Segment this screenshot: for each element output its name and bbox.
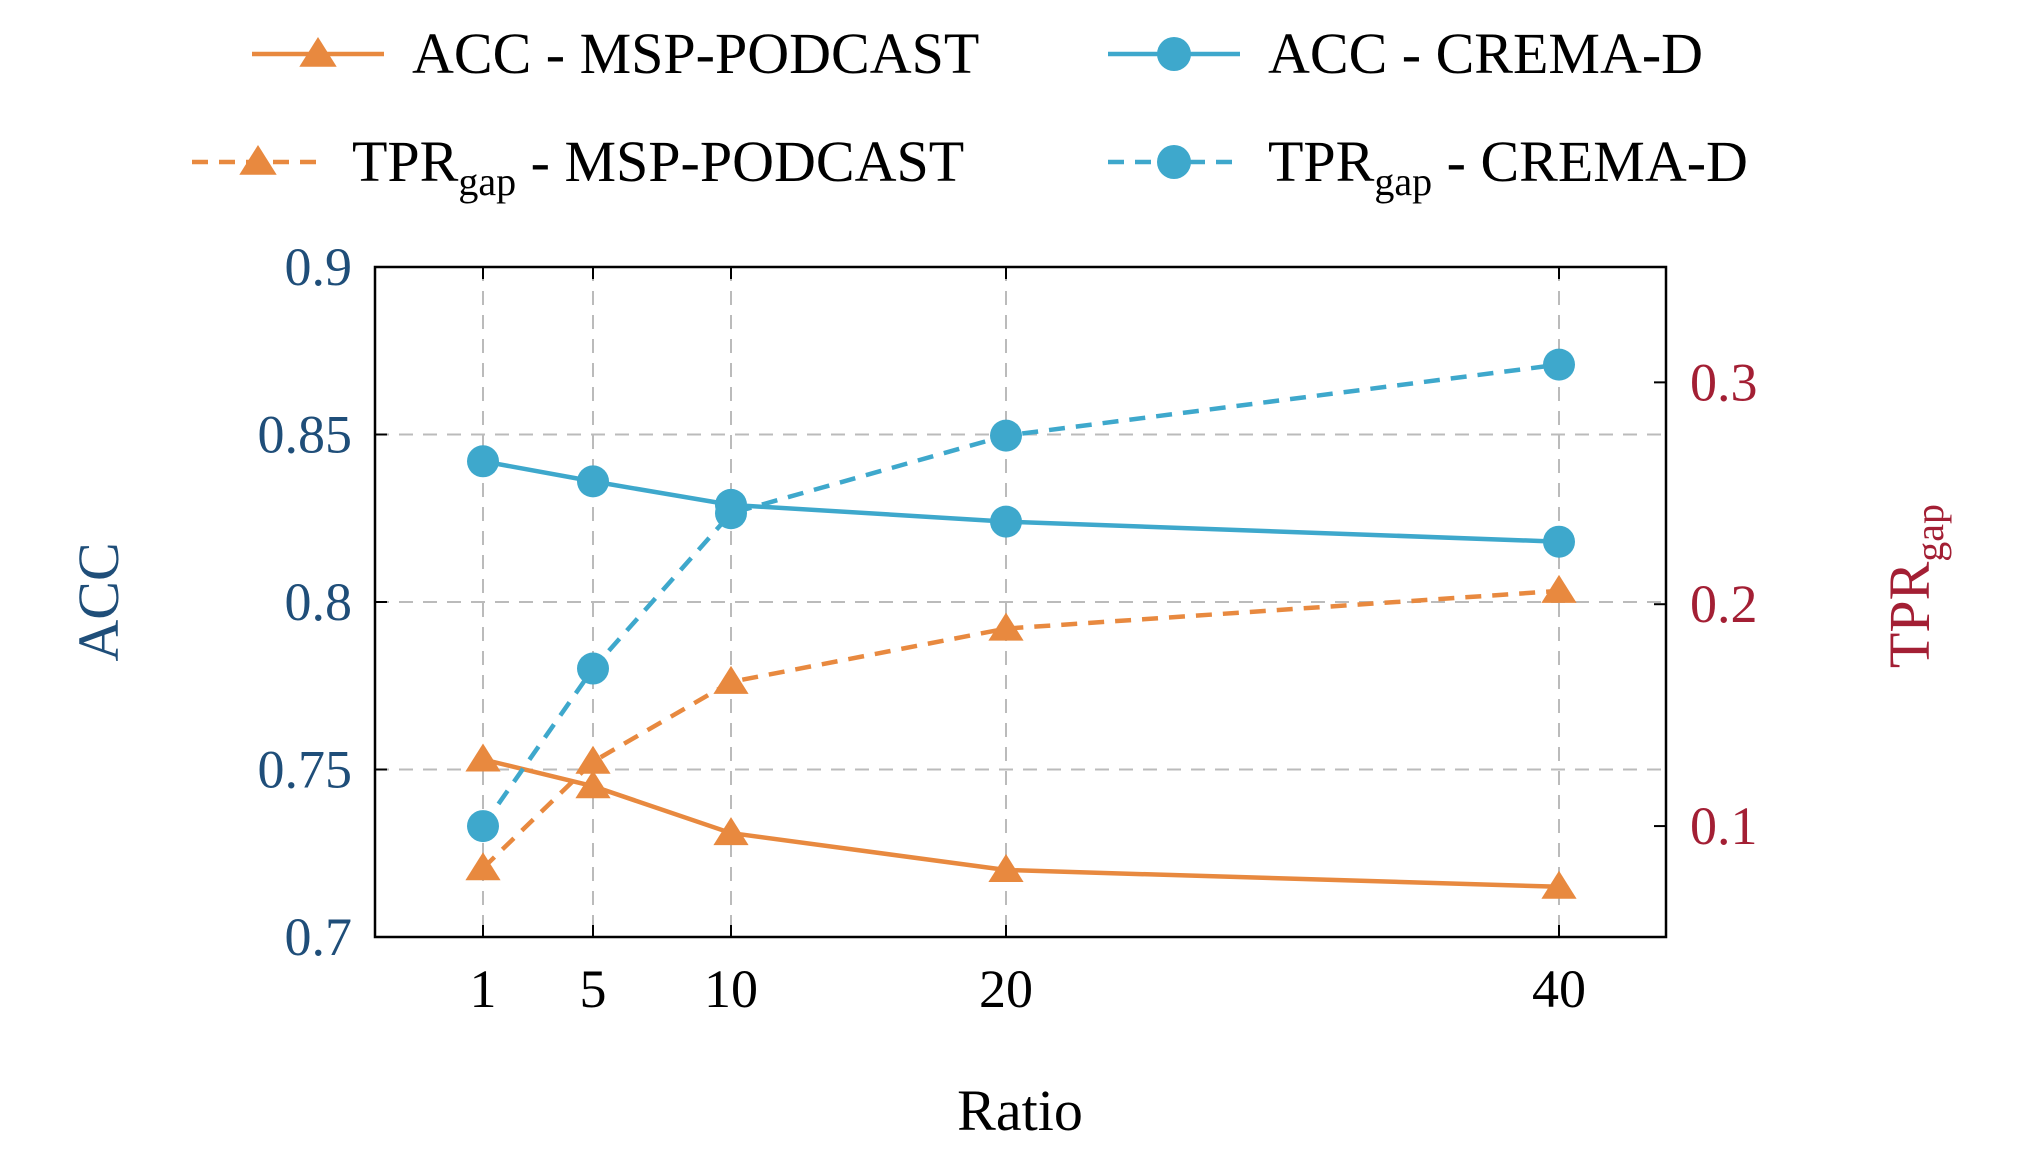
legend-swatch-marker [1157, 145, 1191, 179]
data-point [1541, 870, 1577, 899]
series-1 [467, 445, 1575, 558]
y-axis-right-title-sub: gap [1907, 504, 1952, 562]
data-point [988, 612, 1024, 641]
series-line [482, 757, 1560, 890]
x-tick-label: 20 [979, 959, 1033, 1019]
legend-label: TPRgap - MSP-PODCAST [352, 129, 964, 204]
data-point [990, 505, 1022, 538]
y-right-tick-label: 0.2 [1690, 574, 1758, 634]
x-axis-title: Ratio [957, 1078, 1083, 1143]
legend-label-rest: - MSP-PODCAST [516, 129, 964, 194]
legend-label-main: ACC [1268, 21, 1387, 86]
data-point [465, 743, 501, 772]
data-point [713, 665, 749, 694]
axes: 1 5 10 20 40 0.7 0.75 0.8 0.85 0.9 0.1 0.2 0.3 [258, 237, 1758, 1019]
legend-label-rest: - CREMA-D [1387, 21, 1703, 86]
data-point [1543, 525, 1575, 558]
y-right-tick-label: 0.1 [1690, 796, 1758, 856]
legend-label: ACC - CREMA-D [1268, 21, 1703, 86]
y-left-tick-label: 0.9 [285, 237, 353, 297]
legend-label-main: ACC [412, 21, 531, 86]
data-point [467, 445, 499, 478]
y-axis-right-title-main: TPR [1877, 561, 1942, 668]
legend-label-sub: gap [458, 159, 516, 204]
series-3 [467, 348, 1575, 843]
data-point [990, 419, 1022, 452]
y-left-tick-label: 0.75 [258, 740, 353, 800]
series-line [481, 588, 1560, 870]
legend-swatch-marker [299, 37, 337, 67]
y-left-tick-label: 0.7 [285, 907, 353, 967]
data-point [575, 745, 611, 774]
data-point [988, 854, 1024, 882]
data-point [1541, 574, 1577, 603]
data-point [713, 817, 749, 846]
legend-swatch-marker [1157, 37, 1191, 71]
legend-item-3: TPRgap - CREMA-D [1108, 129, 1748, 204]
x-tick-label: 10 [704, 959, 758, 1019]
data-point [577, 652, 609, 685]
data-point [577, 465, 609, 498]
y-right-tick-label: 0.3 [1690, 352, 1758, 412]
x-tick-label: 40 [1532, 959, 1586, 1019]
series-0 [465, 743, 1577, 899]
legend-label-rest: - MSP-PODCAST [531, 21, 979, 86]
series-line [481, 362, 1560, 828]
y-axis-left-title: ACC [66, 542, 131, 661]
series-line [482, 459, 1560, 544]
series-2 [465, 574, 1577, 881]
data-point [575, 770, 611, 799]
y-left-tick-label: 0.85 [258, 405, 353, 465]
data-point [1543, 348, 1575, 381]
legend-label-main: TPR [352, 129, 459, 194]
grid [375, 267, 1666, 937]
x-tick-label: 5 [580, 959, 607, 1019]
y-left-tick-label: 0.8 [285, 572, 353, 632]
data-point [467, 810, 499, 843]
legend-swatch-marker [239, 145, 277, 175]
legend-label-sub: gap [1374, 159, 1432, 204]
legend-label-main: TPR [1268, 129, 1375, 194]
x-tick-label: 1 [470, 959, 497, 1019]
legend-item-0: ACC - MSP-PODCAST [252, 21, 979, 86]
y-axis-right-title: TPRgap [1877, 504, 1952, 668]
legend-label-rest: - CREMA-D [1432, 129, 1748, 194]
series-layer [465, 348, 1577, 899]
legend-item-1: ACC - CREMA-D [1108, 21, 1703, 86]
data-point [715, 497, 747, 530]
legend-label: TPRgap - CREMA-D [1268, 129, 1748, 204]
legend-label: ACC - MSP-PODCAST [412, 21, 979, 86]
legend-item-2: TPRgap - MSP-PODCAST [192, 129, 964, 204]
data-point [465, 852, 501, 881]
